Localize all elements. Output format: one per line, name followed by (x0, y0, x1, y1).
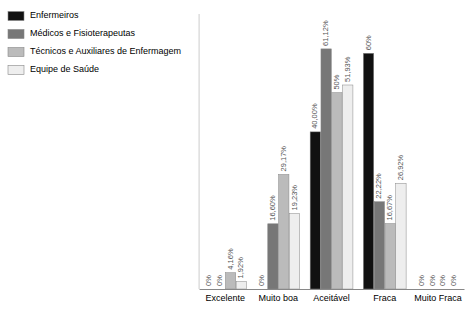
legend-item: Técnicos e Auxiliares de Enfermagem (8, 46, 181, 56)
x-tick: Excelente (205, 293, 245, 303)
data-label: 22,22% (374, 173, 383, 199)
x-tick-label: Muito boa (259, 293, 299, 303)
x-axis-line (200, 289, 465, 290)
legend-swatch (8, 30, 24, 39)
data-label: 16,67% (385, 195, 394, 221)
bar (427, 289, 437, 290)
bar (289, 213, 299, 289)
data-label: 40,00% (310, 103, 319, 129)
bar (279, 174, 289, 289)
data-label: 4,16% (226, 248, 235, 270)
bar (236, 281, 246, 289)
legend-label: Técnicos e Auxiliares de Enfermagem (30, 46, 181, 56)
x-tick: Muito Fraca (414, 293, 462, 303)
x-tick-label: Fraca (373, 293, 396, 303)
legend: Enfermeiros Médicos e Fisioterapeutas Técn… (8, 10, 181, 74)
bar (374, 202, 384, 289)
data-label: 61,12% (321, 20, 330, 46)
bar (449, 289, 459, 290)
bar (268, 224, 278, 289)
bar (417, 289, 427, 290)
data-label: 26,92% (396, 154, 405, 180)
bar (363, 53, 373, 289)
data-label: 0% (428, 275, 437, 286)
data-label: 0% (204, 275, 213, 286)
legend-item: Equipe de Saúde (8, 64, 99, 74)
bar (225, 273, 235, 289)
legend-swatch (8, 48, 24, 57)
data-label: 0% (215, 275, 224, 286)
chart: Enfermeiros Médicos e Fisioterapeutas Técn… (0, 0, 474, 317)
x-tick-label: Excelente (205, 293, 245, 303)
data-label: 0% (257, 275, 266, 286)
data-label: 0% (438, 275, 447, 286)
legend-swatch (8, 66, 24, 75)
y-axis-line (199, 14, 200, 289)
bar (321, 49, 331, 289)
x-tick: Muito boa (259, 293, 299, 303)
legend-label: Médicos e Fisioterapeutas (30, 28, 136, 38)
plot: 0%0%40,00%60%0%0%16,60%61,12%22,22%0%4,1… (199, 14, 464, 303)
x-tick-label: Aceitável (313, 293, 350, 303)
x-axis: Excelente Muito boa Aceitável Fraca Muito Fr… (200, 290, 465, 304)
bar (257, 289, 267, 290)
data-label: 51,93% (343, 56, 352, 82)
x-tick: Aceitável (313, 293, 350, 303)
data-label: 0% (449, 275, 458, 286)
bar (343, 85, 353, 289)
data-label: 29,17% (279, 146, 288, 172)
x-tick: Fraca (373, 293, 396, 303)
bar (396, 183, 406, 289)
bar (438, 289, 448, 290)
data-label: 50% (332, 74, 341, 89)
bar (332, 93, 342, 289)
bar (385, 224, 395, 289)
legend-label: Enfermeiros (30, 10, 79, 20)
legend-item: Enfermeiros (8, 10, 79, 20)
legend-swatch (8, 12, 24, 21)
data-label: 0% (417, 275, 426, 286)
data-labels: 0%0%40,00%60%0%0%16,60%61,12%22,22%0%4,1… (204, 20, 458, 286)
bar (310, 132, 320, 289)
bars (225, 49, 406, 289)
x-tick-label: Muito Fraca (414, 293, 462, 303)
data-label: 60% (364, 35, 373, 50)
bar (204, 289, 214, 290)
bar (215, 289, 225, 290)
data-label: 16,60% (268, 195, 277, 221)
legend-item: Médicos e Fisioterapeutas (8, 28, 136, 38)
data-label: 1,92% (236, 257, 245, 279)
legend-label: Equipe de Saúde (30, 64, 99, 74)
data-label: 19,23% (290, 185, 299, 211)
